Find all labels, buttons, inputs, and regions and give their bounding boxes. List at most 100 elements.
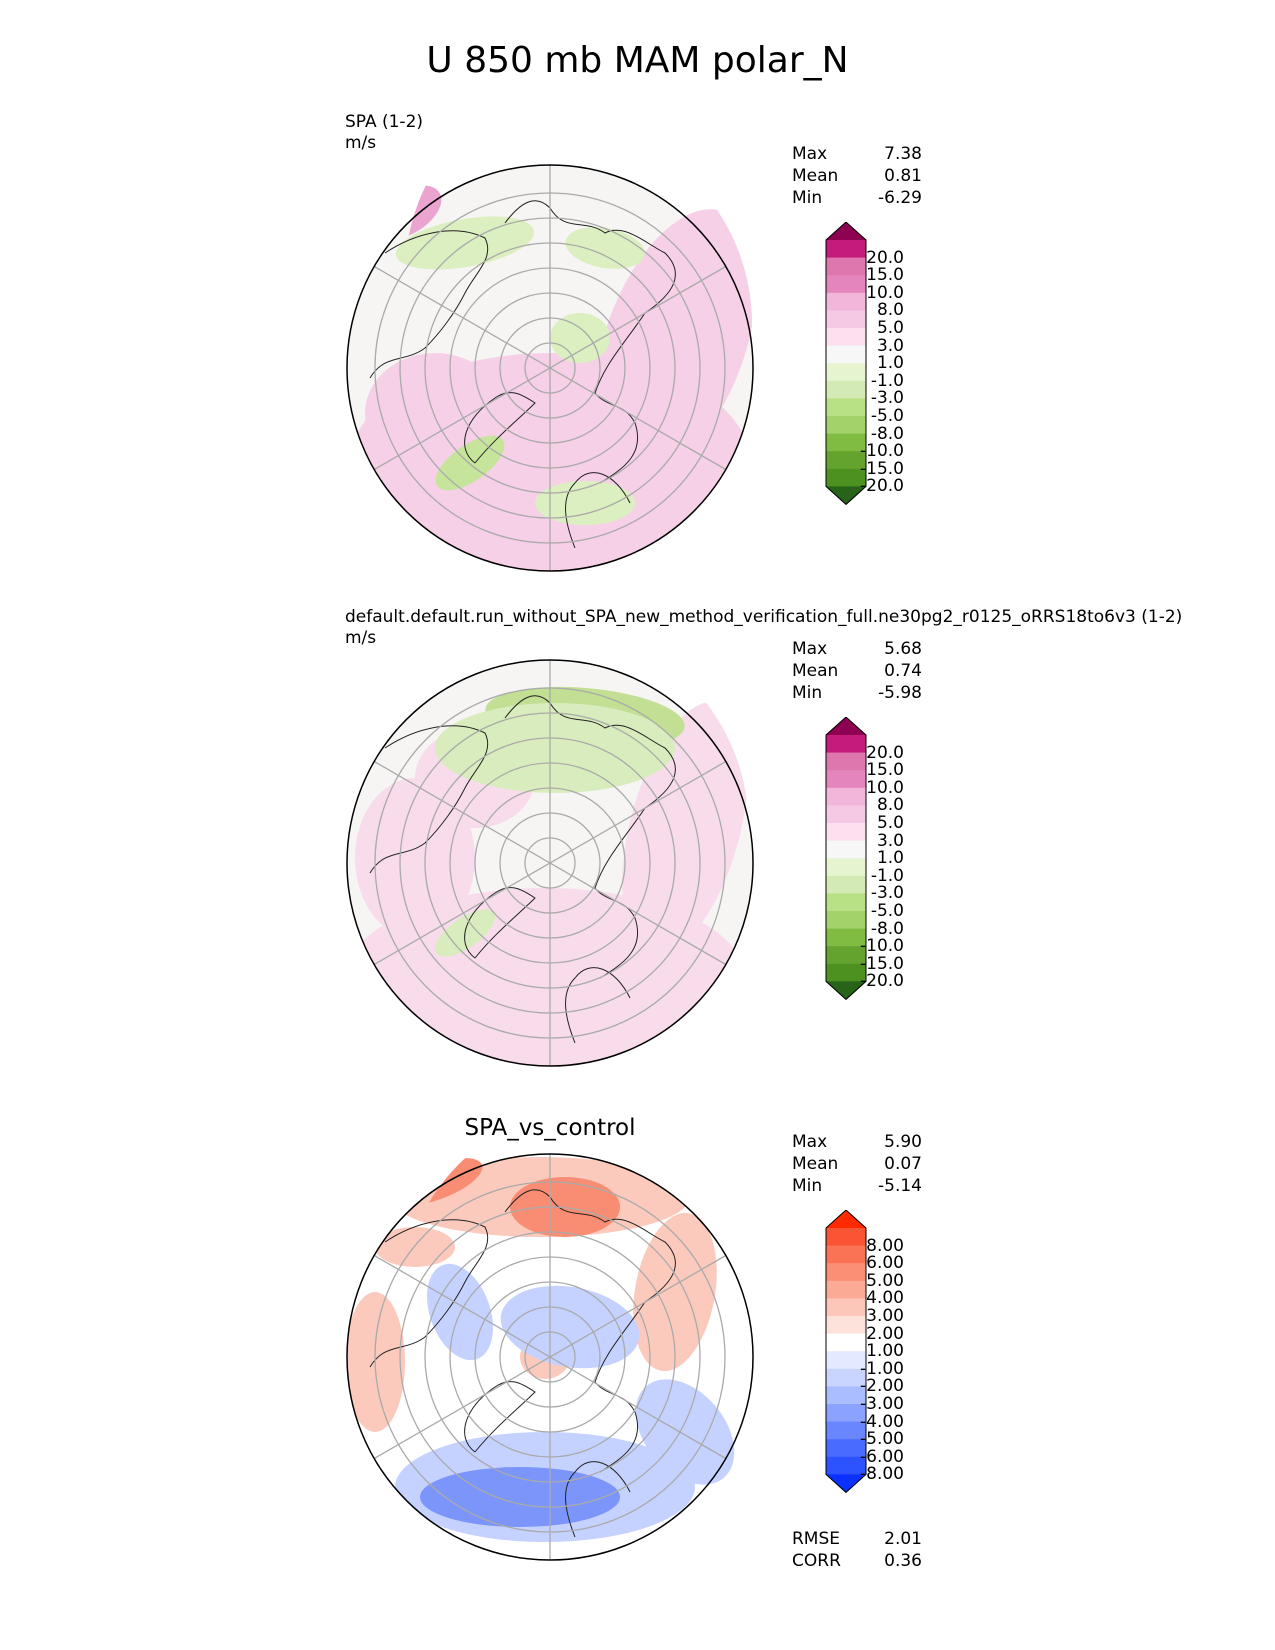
colorbar-swatch [826, 1456, 866, 1475]
panel-3-metrics: RMSE 2.01 CORR 0.36 [792, 1528, 922, 1572]
stat-value: 0.07 [884, 1154, 922, 1174]
coastline [369, 725, 489, 874]
colorbar-swatch [826, 875, 866, 894]
colorbar-extend-top [826, 222, 866, 240]
contour-region [550, 313, 610, 363]
colorbar-swatch [826, 1245, 866, 1264]
stat-row: Min -5.98 [792, 682, 922, 704]
colorbar-swatch [826, 752, 866, 771]
coastline [504, 695, 676, 809]
contour-region [395, 216, 535, 270]
colorbar-swatch [826, 1228, 866, 1247]
colorbar-swatch [826, 398, 866, 417]
colorbar-extend-top [826, 717, 866, 735]
colorbar-tick-label: 2.00 [866, 1323, 904, 1344]
stat-value: 0.81 [884, 166, 922, 186]
coastline [565, 472, 631, 549]
coastline [504, 1189, 676, 1303]
colorbar-tick-label: -3.00 [860, 1394, 904, 1414]
colorbar-tick-label: 5.0 [876, 813, 904, 833]
stat-value: -5.14 [878, 1176, 922, 1196]
colorbar-swatch [826, 1263, 866, 1282]
panel-1-name: SPA (1-2) [345, 112, 424, 132]
colorbar-swatch [826, 275, 866, 294]
map-boundary [346, 1153, 754, 1561]
polar-map-panel-3 [346, 1153, 754, 1561]
colorbar-tick-label: -2.00 [860, 1376, 904, 1397]
colorbar-tick-label: -20.0 [860, 971, 904, 992]
contour-region [375, 1227, 455, 1267]
colorbar-swatch [826, 451, 866, 470]
panel-2-label: default.default.run_without_SPA_new_meth… [345, 607, 1182, 649]
stat-name: Max [792, 144, 828, 164]
colorbar-swatch [826, 416, 866, 435]
colorbar-tick-label: 1.0 [876, 848, 904, 869]
panel-2-name: default.default.run_without_SPA_new_meth… [345, 607, 1183, 627]
colorbar-extend-bottom [826, 981, 866, 1000]
metric-row: RMSE 2.01 [792, 1528, 922, 1550]
stat-row: Max 5.90 [792, 1131, 922, 1153]
colorbar-extend-bottom [826, 486, 866, 505]
coastline [464, 887, 536, 959]
colorbar-tick-label: -5.00 [860, 1429, 904, 1450]
metric-value: 0.36 [884, 1551, 922, 1571]
colorbar-swatch [826, 433, 866, 452]
colorbar-tick-label: 3.00 [866, 1306, 904, 1326]
colorbar-extend-bottom [826, 1474, 866, 1493]
polar-map-panel-2 [346, 659, 754, 1067]
colorbar-tick-label: -20.0 [860, 476, 904, 497]
colorbar-swatch [826, 380, 866, 399]
panel-3-title: SPA_vs_control [464, 1115, 636, 1141]
stat-name: Mean [792, 661, 839, 681]
colorbar-tick-label: -8.0 [870, 918, 904, 939]
colorbar-tick-label: -5.0 [870, 406, 904, 426]
colorbar-swatch [826, 770, 866, 789]
colorbar-swatch [826, 911, 866, 930]
stat-row: Max 7.38 [792, 143, 922, 165]
colorbar-tick-label: -10.0 [860, 441, 904, 462]
colorbar-swatch [826, 858, 866, 877]
colorbar-tick-label: 8.0 [876, 300, 904, 321]
colorbar-swatch [826, 893, 866, 912]
stat-row: Mean 0.07 [792, 1153, 922, 1175]
colorbar-tick-label: 4.00 [866, 1288, 904, 1309]
colorbar-swatch [826, 310, 866, 329]
stat-name: Mean [792, 1154, 839, 1174]
colorbar-outline [825, 222, 867, 506]
colorbar-tick-label: 10.0 [866, 777, 904, 798]
colorbar-tick-label: 3.0 [876, 335, 904, 356]
colorbar-swatch [826, 787, 866, 806]
colorbar-swatch [826, 1368, 866, 1387]
coastline [369, 230, 489, 379]
colorbar-swatch [826, 823, 866, 842]
map-boundary [346, 164, 754, 572]
colorbar-swatch [826, 468, 866, 487]
contour-region [510, 1177, 620, 1237]
colorbar-tick-label: 15.0 [866, 760, 904, 781]
polar-map-panel-1 [346, 164, 755, 572]
panel-1-stats: Max 7.38 Mean 0.81 Min -6.29 [792, 143, 922, 209]
map-boundary [346, 659, 754, 1067]
metric-name: RMSE [792, 1529, 841, 1549]
colorbar-tick-label: 5.0 [876, 318, 904, 338]
colorbar-tick-label: 8.00 [866, 1235, 904, 1256]
colorbar-swatch [826, 328, 866, 347]
stat-value: 5.68 [884, 639, 922, 659]
colorbar-swatch [826, 1298, 866, 1317]
colorbar-tick-label: -8.0 [870, 423, 904, 444]
metric-value: 2.01 [884, 1529, 922, 1549]
panel-1-label: SPA (1-2) m/s [345, 112, 423, 154]
colorbar-tick-label: 5.00 [866, 1270, 904, 1291]
stat-row: Max 5.68 [792, 638, 922, 660]
colorbar-swatch [826, 1316, 866, 1335]
stat-row: Mean 0.74 [792, 660, 922, 682]
contour-region [435, 703, 675, 793]
stat-name: Max [792, 639, 828, 659]
colorbar-tick-label: -1.00 [860, 1358, 904, 1379]
coastline [464, 392, 536, 464]
colorbar-tick-label: -15.0 [860, 458, 904, 479]
colorbar-tick-label: -1.0 [870, 865, 904, 886]
stat-row: Min -6.29 [792, 187, 922, 209]
colorbar-swatch [826, 1386, 866, 1405]
coastline [565, 1461, 631, 1538]
